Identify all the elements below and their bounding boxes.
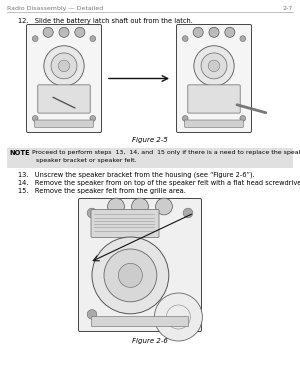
FancyBboxPatch shape bbox=[176, 24, 251, 132]
Circle shape bbox=[183, 208, 193, 218]
Circle shape bbox=[208, 60, 220, 72]
Circle shape bbox=[194, 46, 234, 86]
Text: Figure 2-5: Figure 2-5 bbox=[132, 137, 168, 143]
Text: NOTE: NOTE bbox=[9, 150, 30, 156]
Circle shape bbox=[51, 53, 77, 79]
Circle shape bbox=[43, 27, 53, 37]
FancyBboxPatch shape bbox=[79, 199, 202, 331]
Circle shape bbox=[201, 53, 227, 79]
Circle shape bbox=[44, 46, 84, 86]
Circle shape bbox=[104, 249, 157, 302]
FancyBboxPatch shape bbox=[188, 85, 240, 113]
Circle shape bbox=[90, 36, 96, 42]
FancyBboxPatch shape bbox=[38, 85, 90, 113]
FancyBboxPatch shape bbox=[91, 210, 159, 237]
Circle shape bbox=[108, 198, 124, 215]
Circle shape bbox=[58, 60, 70, 72]
Circle shape bbox=[132, 198, 148, 215]
Text: Proceed to perform steps  13,  14, and  15 only if there is a need to replace th: Proceed to perform steps 13, 14, and 15 … bbox=[32, 150, 300, 155]
Text: 14.   Remove the speaker from on top of the speaker felt with a flat head screwd: 14. Remove the speaker from on top of th… bbox=[18, 180, 300, 186]
Circle shape bbox=[182, 116, 188, 121]
FancyBboxPatch shape bbox=[7, 148, 293, 168]
Circle shape bbox=[154, 293, 202, 341]
FancyBboxPatch shape bbox=[185, 120, 243, 127]
Text: speaker bracket or speaker felt.: speaker bracket or speaker felt. bbox=[32, 158, 136, 163]
Circle shape bbox=[75, 27, 85, 37]
Text: Figure 2-6: Figure 2-6 bbox=[132, 338, 168, 344]
Circle shape bbox=[156, 198, 172, 215]
Text: 15.   Remove the speaker felt from the grille area.: 15. Remove the speaker felt from the gri… bbox=[18, 188, 186, 194]
Circle shape bbox=[209, 27, 219, 37]
Circle shape bbox=[87, 310, 97, 319]
Text: 12.   Slide the battery latch shaft out from the latch.: 12. Slide the battery latch shaft out fr… bbox=[18, 18, 193, 24]
FancyBboxPatch shape bbox=[92, 317, 188, 327]
FancyBboxPatch shape bbox=[26, 24, 101, 132]
Text: 13.   Unscrew the speaker bracket from the housing (see “Figure 2-6”).: 13. Unscrew the speaker bracket from the… bbox=[18, 172, 255, 178]
Circle shape bbox=[32, 36, 38, 42]
Circle shape bbox=[118, 263, 142, 288]
Circle shape bbox=[225, 27, 235, 37]
Circle shape bbox=[90, 116, 96, 121]
Circle shape bbox=[183, 310, 193, 319]
Circle shape bbox=[182, 36, 188, 42]
Text: 2-7: 2-7 bbox=[283, 6, 293, 11]
Circle shape bbox=[240, 116, 246, 121]
Circle shape bbox=[193, 27, 203, 37]
Circle shape bbox=[92, 237, 169, 314]
Circle shape bbox=[59, 27, 69, 37]
Circle shape bbox=[240, 36, 246, 42]
FancyBboxPatch shape bbox=[35, 120, 93, 127]
Circle shape bbox=[87, 208, 97, 218]
Circle shape bbox=[32, 116, 38, 121]
Text: Radio Disassembly — Detailed: Radio Disassembly — Detailed bbox=[7, 6, 103, 11]
